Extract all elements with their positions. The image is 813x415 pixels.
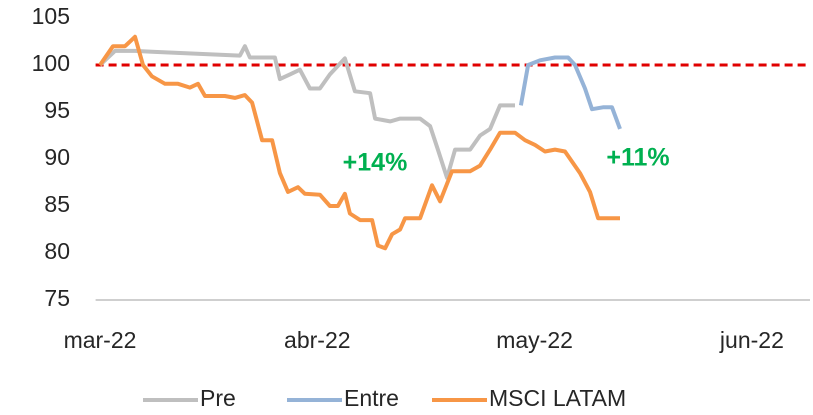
- legend-label: Pre: [200, 385, 236, 411]
- x-tick-label: abr-22: [284, 327, 350, 353]
- x-tick-label: may-22: [496, 327, 573, 353]
- y-tick-label: 75: [44, 285, 70, 311]
- y-tick-label: 90: [44, 144, 70, 170]
- annotation: +14%: [343, 149, 408, 177]
- y-tick-label: 85: [44, 191, 70, 217]
- annotation: +11%: [606, 144, 669, 172]
- x-tick-label: mar-22: [64, 327, 137, 353]
- y-tick-label: 80: [44, 238, 70, 264]
- series-line: [98, 34, 620, 251]
- y-tick-label: 100: [32, 50, 70, 76]
- series-line: [98, 44, 515, 180]
- x-tick-label: jun-22: [719, 327, 784, 353]
- series-line: [518, 55, 622, 130]
- y-tick-label: 95: [44, 97, 70, 123]
- legend-label: Entre: [344, 385, 399, 411]
- legend-label: MSCI LATAM: [489, 385, 626, 411]
- y-tick-label: 105: [32, 3, 70, 29]
